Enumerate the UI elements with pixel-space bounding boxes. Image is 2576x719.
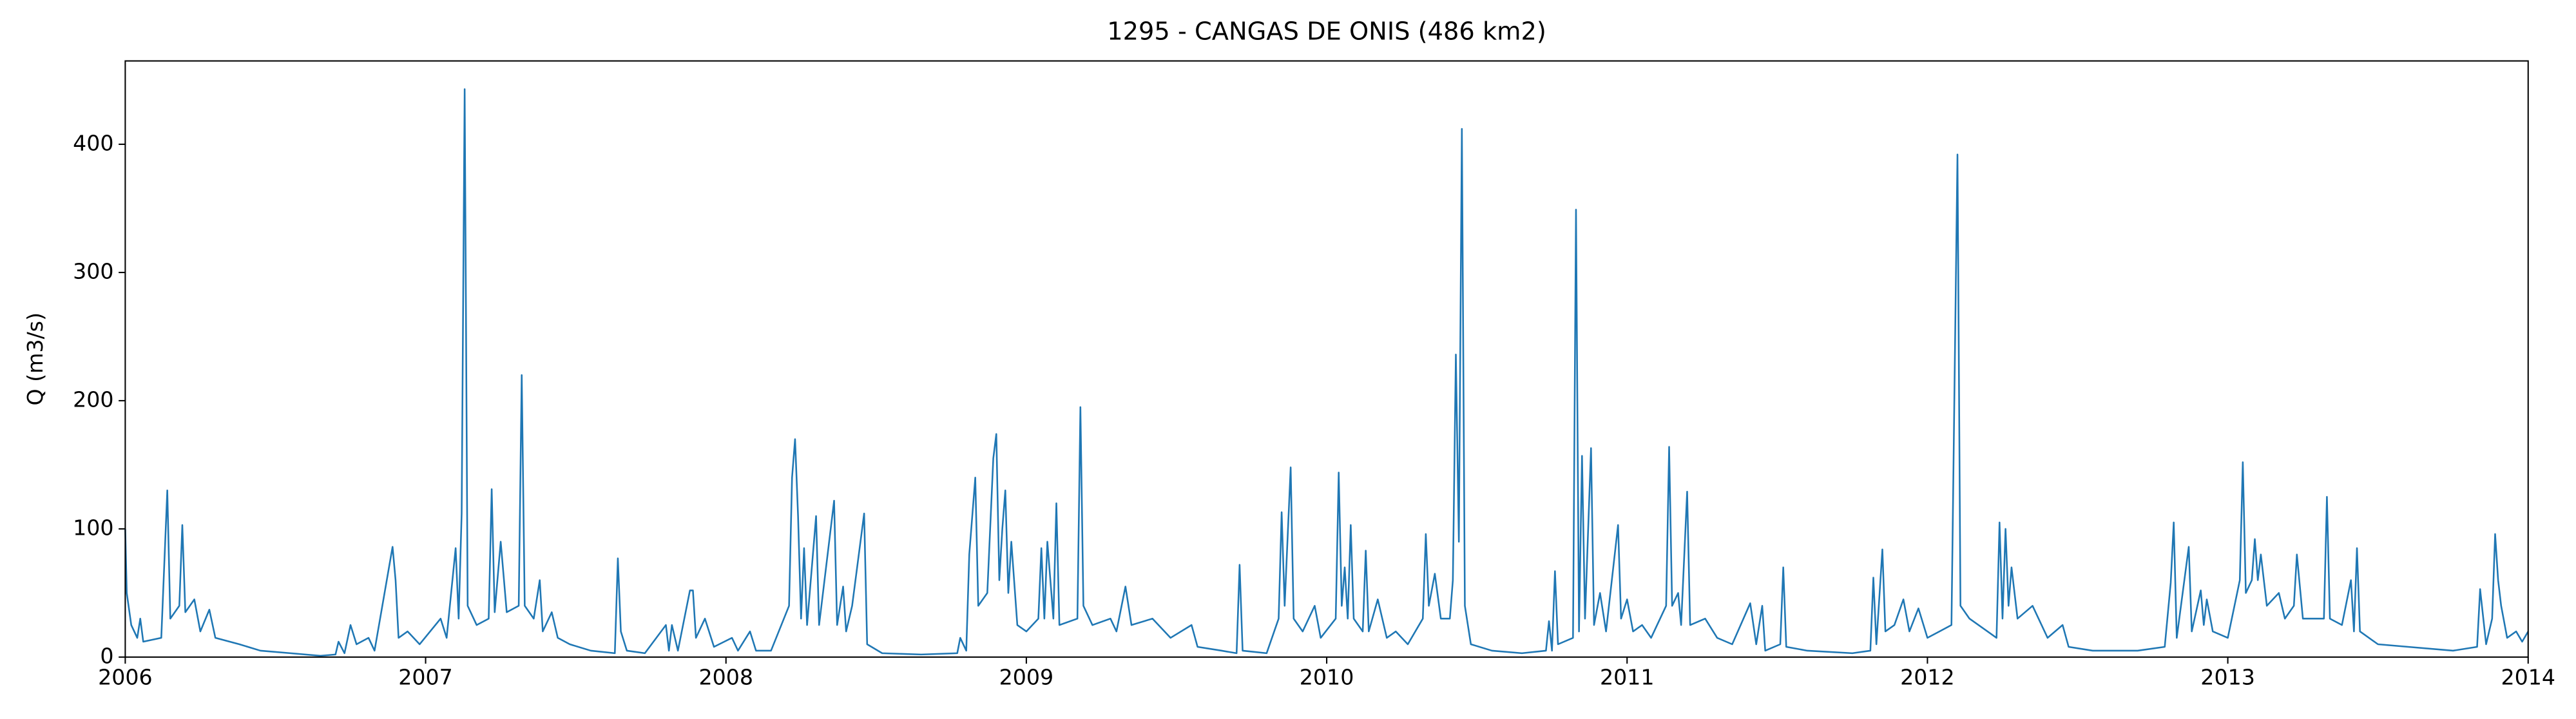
- y-axis-label: Q (m3/s): [23, 312, 48, 406]
- y-tick-label: 300: [73, 258, 113, 283]
- x-tick-label: 2014: [2501, 665, 2555, 690]
- x-tick-label: 2008: [698, 665, 753, 690]
- y-tick-label: 0: [100, 643, 113, 668]
- chart-title: 1295 - CANGAS DE ONIS (486 km2): [1107, 17, 1546, 46]
- x-tick-label: 2007: [398, 665, 453, 690]
- x-tick-label: 2012: [1900, 665, 1955, 690]
- y-tick-label: 200: [73, 387, 113, 412]
- x-tick-label: 2010: [1300, 665, 1354, 690]
- y-tick-label: 100: [73, 515, 113, 540]
- x-tick-label: 2006: [98, 665, 153, 690]
- y-tick-label: 400: [73, 130, 113, 155]
- plot-frame: [124, 60, 2529, 658]
- x-tick-label: 2013: [2200, 665, 2255, 690]
- x-tick-label: 2011: [1600, 665, 1655, 690]
- x-tick-label: 2009: [999, 665, 1054, 690]
- flow-line: [124, 88, 2529, 657]
